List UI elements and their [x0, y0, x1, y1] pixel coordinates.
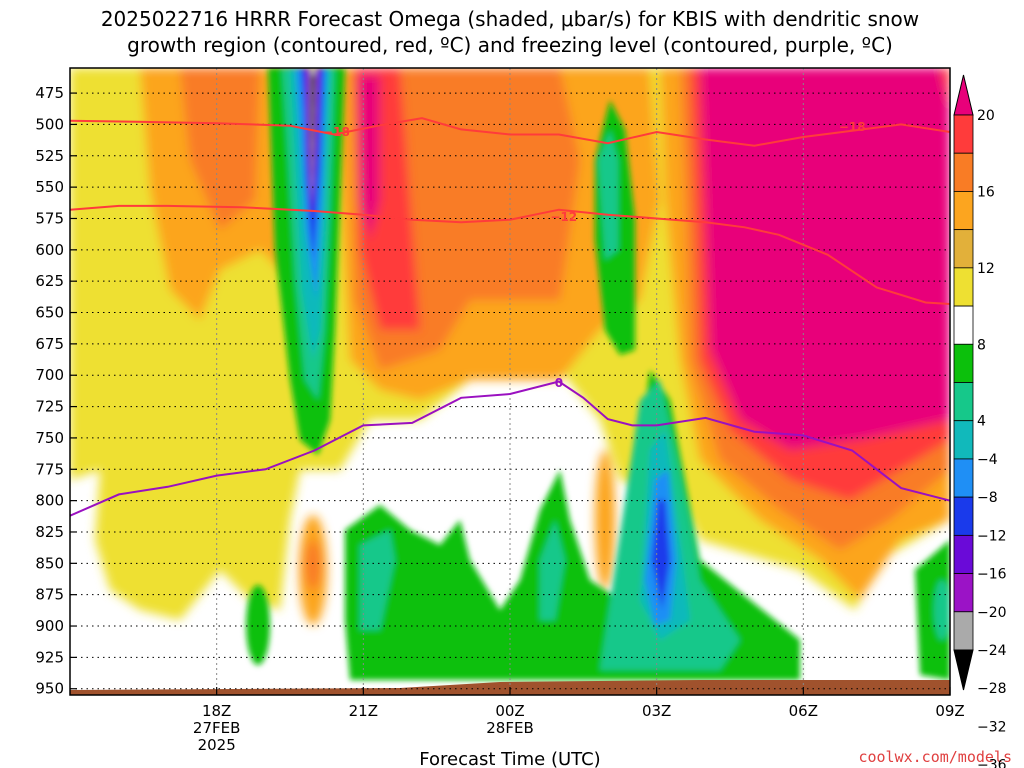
- x-tick-label: 00Z: [495, 702, 524, 720]
- colorbar-label: −12: [977, 528, 1007, 544]
- colorbar-label: 8: [977, 337, 986, 353]
- y-tick-label: 875: [35, 586, 64, 604]
- colorbar-label: 4: [977, 414, 986, 430]
- colorbar-swatch: [953, 191, 974, 231]
- colorbar-label: 16: [977, 184, 995, 200]
- colorbar-label: −24: [977, 643, 1007, 659]
- colorbar-swatch: [953, 420, 974, 460]
- colorbar-label: −32: [977, 719, 1007, 735]
- y-tick-label: 725: [35, 398, 64, 416]
- colorbar-label: 12: [977, 261, 995, 277]
- y-tick-label: 625: [35, 272, 64, 290]
- x-tick-label: 21Z: [349, 702, 378, 720]
- chart-title-line2: growth region (contoured, red, ºC) and f…: [127, 33, 893, 57]
- x-tick-label: 09Z: [935, 702, 964, 720]
- colorbar-swatch: [953, 267, 974, 307]
- colorbar-label: −36: [977, 758, 1007, 768]
- y-tick-label: 950: [35, 680, 64, 698]
- colorbar-swatch: [953, 573, 974, 613]
- y-tick-label: 600: [35, 241, 64, 259]
- contour-line-0: [70, 380, 950, 517]
- contour-label: 0: [555, 376, 563, 390]
- y-tick-label: 675: [35, 335, 64, 353]
- x-tick-label: 03Z: [642, 702, 671, 720]
- y-axis-ticks: 475 500 525 550 575 600 625 650 675 700 725 750 775 8…: [35, 84, 77, 698]
- colorbar: 20 16 12 8 4 −4 −8 −12 −16 −20 −24 −28 −32 −36: [953, 74, 1007, 768]
- credit-text: coolwx.com/models: [858, 748, 1012, 766]
- colorbar-label: −20: [977, 605, 1007, 621]
- y-tick-label: 650: [35, 304, 64, 322]
- colorbar-label: −28: [977, 681, 1007, 697]
- y-tick-label: 750: [35, 429, 64, 447]
- y-tick-label: 925: [35, 648, 64, 666]
- colorbar-swatch: [953, 382, 974, 422]
- y-tick-label: 825: [35, 523, 64, 541]
- colorbar-label: −16: [977, 567, 1007, 583]
- contour-series: −18 −18 −12 0: [70, 117, 950, 517]
- colorbar-label: −8: [977, 490, 998, 506]
- y-tick-label: 575: [35, 209, 64, 227]
- x-tick-label: 27FEB: [193, 719, 240, 737]
- y-tick-label: 850: [35, 554, 64, 572]
- colorbar-bottom-arrow: [953, 649, 974, 691]
- x-tick-label: 28FEB: [486, 719, 533, 737]
- x-tick-label: 18Z: [202, 702, 231, 720]
- y-tick-label: 500: [35, 115, 64, 133]
- chart-title-line1: 2025022716 HRRR Forecast Omega (shaded, …: [101, 7, 919, 31]
- colorbar-top-arrow: [953, 74, 974, 116]
- colorbar-swatch: [953, 229, 974, 269]
- y-tick-label: 475: [35, 84, 64, 102]
- colorbar-swatch: [953, 611, 974, 651]
- colorbar-swatch: [953, 305, 974, 345]
- contour-label: −12: [550, 210, 577, 224]
- colorbar-swatch: [953, 343, 974, 383]
- colorbar-swatch: [953, 534, 974, 574]
- y-tick-label: 775: [35, 460, 64, 478]
- y-tick-label: 900: [35, 617, 64, 635]
- colorbar-swatch: [953, 152, 974, 192]
- x-axis-label: Forecast Time (UTC): [419, 749, 600, 768]
- colorbar-swatch: [953, 458, 974, 498]
- y-tick-label: 700: [35, 366, 64, 384]
- contour-line--12: [70, 204, 950, 305]
- contour-line--18: [70, 117, 950, 147]
- colorbar-label: 20: [977, 108, 995, 124]
- y-tick-label: 525: [35, 147, 64, 165]
- y-tick-label: 800: [35, 492, 64, 510]
- contour-label: −18: [323, 125, 350, 139]
- x-tick-label: 2025: [198, 736, 236, 754]
- contour-label: −18: [839, 120, 866, 134]
- colorbar-swatch: [953, 496, 974, 536]
- x-tick-label: 06Z: [789, 702, 818, 720]
- colorbar-label: −4: [977, 452, 998, 468]
- omega-shading: [70, 68, 950, 695]
- colorbar-swatch: [953, 114, 974, 154]
- y-tick-label: 550: [35, 178, 64, 196]
